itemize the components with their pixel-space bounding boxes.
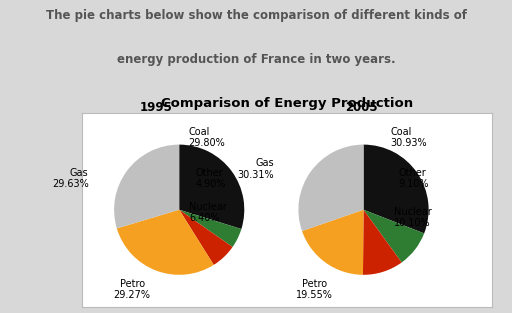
Text: Nuclear
10.10%: Nuclear 10.10%: [394, 207, 432, 228]
Wedge shape: [298, 145, 364, 231]
Text: Coal
29.80%: Coal 29.80%: [188, 127, 225, 148]
Wedge shape: [114, 145, 179, 228]
Text: Gas
29.63%: Gas 29.63%: [52, 167, 89, 189]
Text: Coal
30.93%: Coal 30.93%: [390, 127, 427, 148]
Text: 1995: 1995: [140, 101, 173, 114]
Wedge shape: [179, 145, 244, 229]
Wedge shape: [179, 210, 241, 247]
Wedge shape: [364, 145, 429, 233]
Text: energy production of France in two years.: energy production of France in two years…: [117, 53, 395, 66]
Text: The pie charts below show the comparison of different kinds of: The pie charts below show the comparison…: [46, 9, 466, 23]
Text: Nuclear
6.40%: Nuclear 6.40%: [189, 202, 227, 223]
Text: 2005: 2005: [345, 101, 377, 114]
Wedge shape: [179, 210, 232, 265]
Text: Petro
19.55%: Petro 19.55%: [296, 279, 333, 300]
Wedge shape: [363, 210, 402, 275]
Title: Comparison of Energy Production: Comparison of Energy Production: [161, 97, 413, 110]
Text: Petro
29.27%: Petro 29.27%: [114, 279, 151, 300]
Wedge shape: [364, 210, 424, 263]
Wedge shape: [302, 210, 364, 275]
Wedge shape: [117, 210, 214, 275]
Text: Other
4.90%: Other 4.90%: [196, 167, 226, 189]
Text: Gas
30.31%: Gas 30.31%: [237, 158, 274, 180]
Text: Other
9.10%: Other 9.10%: [398, 167, 429, 189]
